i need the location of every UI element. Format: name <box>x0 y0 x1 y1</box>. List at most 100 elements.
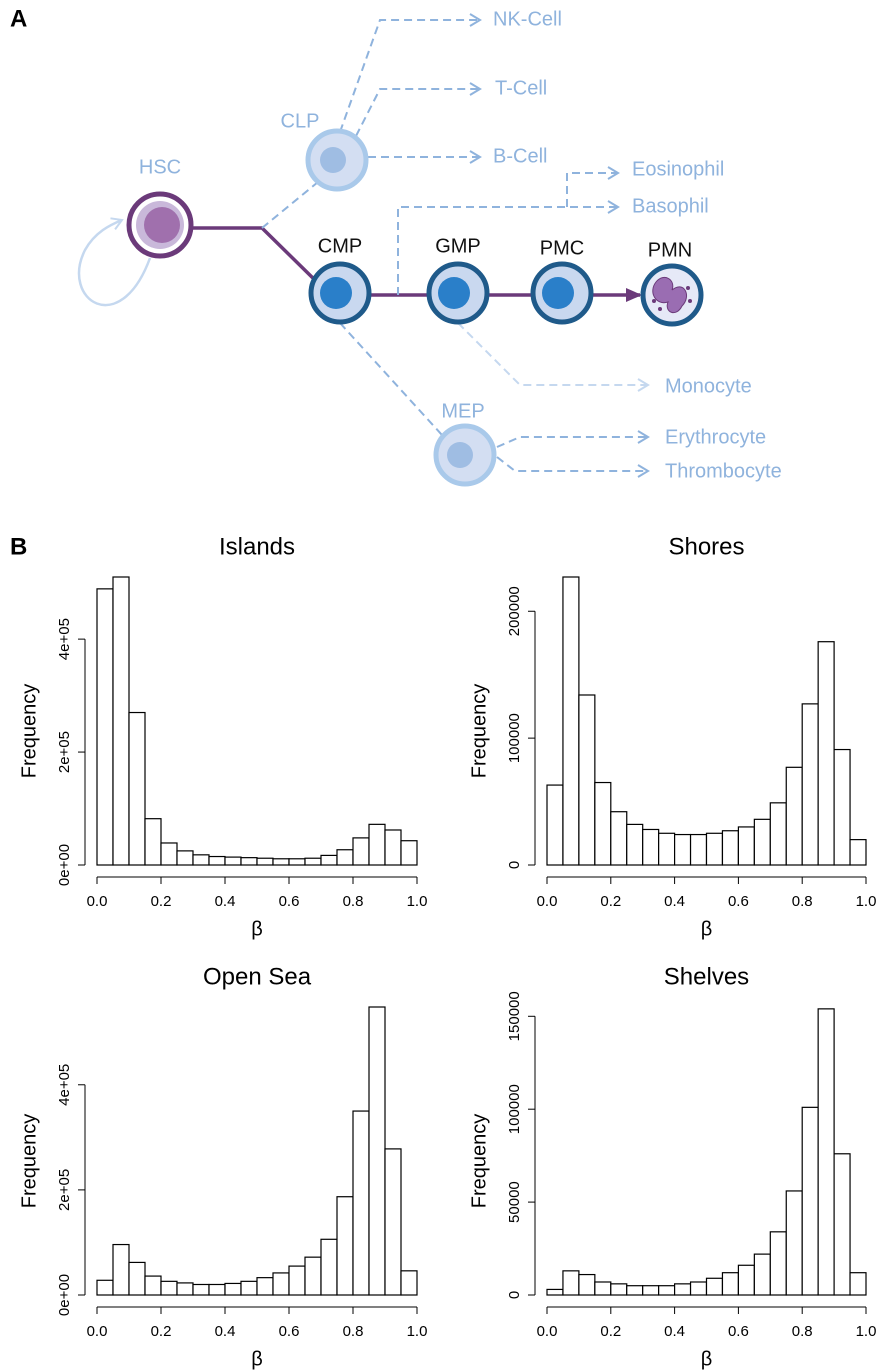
bar <box>786 1191 802 1295</box>
y-axis-label: Frequency <box>18 1114 40 1209</box>
bar <box>547 785 563 865</box>
cell <box>308 131 366 189</box>
node-label: CMP <box>318 235 362 257</box>
x-tick-label: 0.8 <box>792 1323 813 1340</box>
x-tick-label: 0.6 <box>728 893 749 910</box>
diagram: HSC CLP CMP GMP PMC PMN MEP NK-Cell T-Ce… <box>79 8 782 484</box>
y-tick-label: 2e+05 <box>56 1169 73 1211</box>
bar <box>691 835 707 865</box>
chart-title: Shores <box>668 533 744 560</box>
cell <box>436 426 494 484</box>
bar <box>579 695 595 865</box>
bar <box>353 1111 369 1295</box>
main-path <box>190 228 320 285</box>
bar <box>289 1266 305 1295</box>
branch <box>567 173 618 207</box>
bar <box>401 841 417 865</box>
bar <box>754 819 770 865</box>
x-axis-label: β <box>701 1348 713 1370</box>
y-tick-label: 2e+05 <box>56 731 73 773</box>
branch <box>497 437 648 447</box>
bar <box>659 833 675 865</box>
bar <box>786 767 802 865</box>
node-label: PMC <box>540 237 584 259</box>
bar <box>321 1239 337 1295</box>
y-axis-label: Frequency <box>18 684 40 779</box>
x-tick-label: 0.0 <box>87 893 108 910</box>
cell <box>311 264 369 322</box>
bar <box>369 1007 385 1295</box>
bar <box>161 1281 177 1295</box>
bar <box>547 1289 563 1295</box>
bar <box>611 812 627 865</box>
bar <box>738 827 754 865</box>
y-tick-label: 150000 <box>506 991 523 1041</box>
x-tick-label: 0.0 <box>537 893 558 910</box>
x-tick-label: 1.0 <box>856 1323 877 1340</box>
bar <box>113 1245 129 1295</box>
bar <box>129 713 145 865</box>
x-tick-label: 0.4 <box>664 893 685 910</box>
output-label: T-Cell <box>495 77 547 99</box>
cell <box>129 194 191 256</box>
bar <box>770 1232 786 1295</box>
bar <box>850 1273 866 1295</box>
cell <box>533 264 591 322</box>
bar <box>257 1278 273 1295</box>
bar <box>129 1262 145 1295</box>
bar <box>627 1286 643 1295</box>
y-tick-label: 0 <box>506 861 523 869</box>
bar <box>97 1280 113 1295</box>
bar <box>401 1271 417 1295</box>
bar <box>754 1254 770 1295</box>
bar <box>177 1283 193 1295</box>
figure: A B HSC CLP CMP GMP PMC PMN MEP NK-Cell … <box>0 0 886 1370</box>
branch <box>262 182 318 228</box>
bar <box>257 858 273 865</box>
bar <box>802 1107 818 1295</box>
output-label: Erythrocyte <box>665 426 766 448</box>
x-tick-label: 0.8 <box>792 893 813 910</box>
bar <box>659 1286 675 1295</box>
bar <box>209 857 225 865</box>
bar <box>722 831 738 865</box>
y-tick-label: 100000 <box>506 1084 523 1134</box>
branch <box>356 89 480 136</box>
y-tick-label: 0 <box>506 1291 523 1299</box>
output-label: B-Cell <box>493 145 547 167</box>
bar <box>818 1009 834 1295</box>
bar <box>691 1282 707 1295</box>
bar <box>241 1281 257 1295</box>
y-tick-label: 4e+05 <box>56 1064 73 1106</box>
bar <box>802 704 818 865</box>
x-tick-label: 1.0 <box>856 893 877 910</box>
bar <box>193 1284 209 1295</box>
y-tick-label: 50000 <box>506 1181 523 1223</box>
x-tick-label: 0.6 <box>279 1323 300 1340</box>
output-label: Monocyte <box>665 375 752 397</box>
y-axis-label: Frequency <box>468 1114 490 1209</box>
bar <box>595 783 611 865</box>
bar <box>643 829 659 865</box>
y-tick-label: 0e+00 <box>56 844 73 886</box>
x-tick-label: 0.8 <box>343 893 364 910</box>
x-tick-label: 0.8 <box>343 1323 364 1340</box>
node-label: GMP <box>435 235 481 257</box>
bar <box>273 859 289 865</box>
y-tick-label: 0e+00 <box>56 1274 73 1316</box>
bar <box>627 824 643 865</box>
bar <box>337 850 353 865</box>
chart-title: Open Sea <box>203 963 312 990</box>
bar <box>225 1283 241 1295</box>
x-axis-label: β <box>701 918 713 940</box>
bar <box>707 833 723 865</box>
bar <box>337 1197 353 1295</box>
bar <box>113 577 129 865</box>
chart-title: Shelves <box>664 963 749 990</box>
panel-label: B <box>10 533 27 560</box>
y-axis-label: Frequency <box>468 684 490 779</box>
node-label: PMN <box>648 239 692 261</box>
bar <box>850 840 866 865</box>
x-tick-label: 0.6 <box>279 893 300 910</box>
